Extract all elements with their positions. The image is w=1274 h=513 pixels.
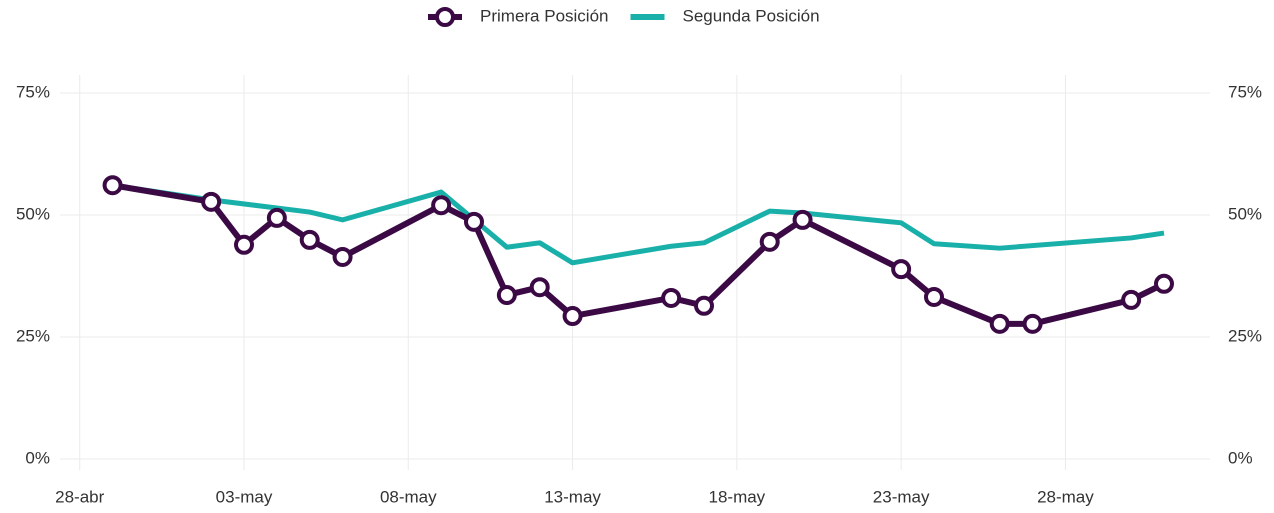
x-tick-label: 28-abr [55, 487, 104, 506]
marker [496, 285, 517, 306]
marker [759, 231, 780, 252]
y-tick-label: 75% [16, 82, 50, 101]
marker [1121, 289, 1142, 310]
x-tick-label: 28-may [1037, 487, 1094, 506]
y2-tick-label: 25% [1228, 326, 1262, 345]
marker [266, 207, 287, 228]
marker [891, 259, 912, 280]
y-tick-label: 50% [16, 204, 50, 223]
marker [1022, 313, 1043, 334]
y2-tick-label: 50% [1228, 204, 1262, 223]
x-tick-label: 03-may [216, 487, 273, 506]
legend-label: Primera Posición [480, 6, 609, 25]
marker [924, 286, 944, 307]
marker [562, 306, 583, 327]
marker [792, 209, 813, 230]
legend-label: Segunda Posición [683, 6, 820, 25]
y2-tick-label: 75% [1228, 82, 1262, 101]
marker [431, 195, 452, 216]
marker [201, 191, 222, 212]
marker [694, 295, 714, 316]
y2-tick-label: 0% [1228, 448, 1253, 467]
y-tick-label: 25% [16, 326, 50, 345]
marker [529, 277, 550, 298]
legend-marker [435, 7, 455, 27]
marker [299, 229, 320, 250]
marker [1154, 273, 1174, 294]
marker [464, 211, 484, 232]
line [112, 182, 1165, 266]
x-tick-label: 08-may [380, 487, 437, 506]
marker [234, 234, 254, 255]
x-tick-label: 18-may [709, 487, 766, 506]
marker [661, 287, 682, 308]
marker [102, 175, 123, 196]
y-tick-label: 0% [25, 448, 50, 467]
x-tick-label: 13-may [544, 487, 601, 506]
x-tick-label: 23-may [873, 487, 930, 506]
marker [332, 246, 353, 267]
marker [989, 313, 1010, 334]
